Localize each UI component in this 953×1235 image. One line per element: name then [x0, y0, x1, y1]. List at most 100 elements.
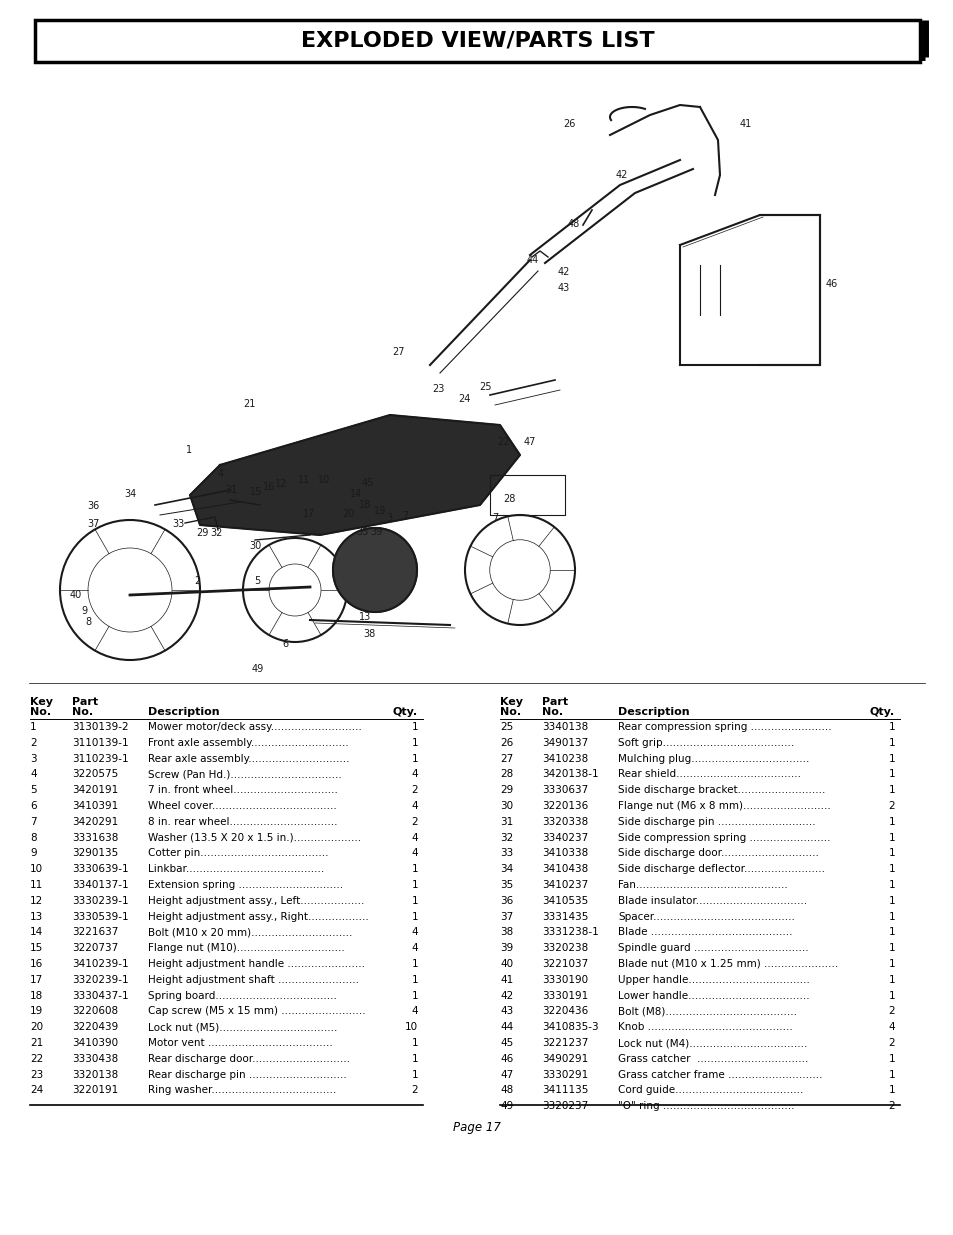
- Text: Washer (13.5 X 20 x 1.5 in.)....................: Washer (13.5 X 20 x 1.5 in.)............…: [148, 832, 361, 842]
- Text: 1: 1: [887, 990, 894, 1000]
- Text: 1: 1: [887, 753, 894, 763]
- Text: 3: 3: [30, 753, 36, 763]
- Text: 3330437-1: 3330437-1: [71, 990, 129, 1000]
- Text: 10: 10: [30, 864, 43, 874]
- Text: Extension spring ...............................: Extension spring .......................…: [148, 881, 343, 890]
- Text: 22: 22: [30, 1053, 43, 1063]
- Text: 25: 25: [478, 382, 491, 391]
- Text: Description: Description: [148, 706, 219, 718]
- Text: 2: 2: [193, 576, 200, 585]
- Text: 26: 26: [499, 737, 513, 748]
- Text: 23: 23: [432, 384, 444, 394]
- Text: 42: 42: [499, 990, 513, 1000]
- Text: No.: No.: [499, 706, 520, 718]
- Text: Lock nut (M4)...................................: Lock nut (M4)...........................…: [618, 1037, 806, 1049]
- Text: 6: 6: [30, 802, 36, 811]
- Text: 21: 21: [243, 399, 255, 409]
- Text: 3220608: 3220608: [71, 1007, 118, 1016]
- Text: No.: No.: [30, 706, 51, 718]
- Text: 37: 37: [499, 911, 513, 921]
- Text: 47: 47: [523, 437, 536, 447]
- Text: 3221237: 3221237: [541, 1037, 588, 1049]
- Text: 4: 4: [218, 469, 224, 479]
- Text: 3220191: 3220191: [71, 1086, 118, 1095]
- Text: 14: 14: [30, 927, 43, 937]
- Text: Height adjustment assy., Left...................: Height adjustment assy., Left...........…: [148, 895, 364, 905]
- Text: 3410237: 3410237: [541, 881, 588, 890]
- Text: 5: 5: [30, 785, 36, 795]
- Text: Rear axle assembly..............................: Rear axle assembly......................…: [148, 753, 349, 763]
- Text: 3410390: 3410390: [71, 1037, 118, 1049]
- Text: Qty.: Qty.: [393, 706, 417, 718]
- Text: 3331638: 3331638: [71, 832, 118, 842]
- Text: 3110139-1: 3110139-1: [71, 737, 129, 748]
- Text: 18: 18: [30, 990, 43, 1000]
- Text: 1: 1: [887, 816, 894, 826]
- Text: 1: 1: [887, 911, 894, 921]
- Text: Side compression spring ........................: Side compression spring ................…: [618, 832, 830, 842]
- Text: Flange nut (M6 x 8 mm)..........................: Flange nut (M6 x 8 mm)..................…: [618, 802, 830, 811]
- Text: 7: 7: [30, 816, 36, 826]
- Text: 1: 1: [411, 911, 417, 921]
- Text: 46: 46: [499, 1053, 513, 1063]
- Text: Grass catcher  .................................: Grass catcher ..........................…: [618, 1053, 807, 1063]
- Text: Bolt (M10 x 20 mm)..............................: Bolt (M10 x 20 mm)......................…: [148, 927, 352, 937]
- Text: 1: 1: [411, 960, 417, 969]
- Text: 1: 1: [887, 1086, 894, 1095]
- Text: 3410438: 3410438: [541, 864, 588, 874]
- Text: 2: 2: [30, 737, 36, 748]
- Text: 35: 35: [355, 527, 368, 537]
- Text: 4: 4: [411, 1007, 417, 1016]
- Text: No.: No.: [71, 706, 93, 718]
- Text: 24: 24: [457, 394, 470, 404]
- Text: 46: 46: [825, 279, 838, 289]
- Text: 23: 23: [30, 1070, 43, 1079]
- Text: 22: 22: [497, 437, 509, 447]
- Text: 3420191: 3420191: [71, 785, 118, 795]
- Text: Spindle guard ..................................: Spindle guard ..........................…: [618, 944, 808, 953]
- Text: 3330539-1: 3330539-1: [71, 911, 129, 921]
- Text: 3331238-1: 3331238-1: [541, 927, 598, 937]
- Text: 1: 1: [411, 974, 417, 984]
- Text: Height adjustment handle .......................: Height adjustment handle ...............…: [148, 960, 365, 969]
- Text: 3330639-1: 3330639-1: [71, 864, 129, 874]
- Text: 1: 1: [887, 1070, 894, 1079]
- Text: 1: 1: [186, 445, 192, 454]
- Text: 4: 4: [411, 802, 417, 811]
- Text: Lower handle....................................: Lower handle............................…: [618, 990, 809, 1000]
- Text: 7: 7: [401, 511, 408, 521]
- Text: 3410239-1: 3410239-1: [71, 960, 129, 969]
- Text: 3110239-1: 3110239-1: [71, 753, 129, 763]
- Text: 1: 1: [887, 974, 894, 984]
- Text: "O" ring .......................................: "O" ring ...............................…: [618, 1102, 794, 1112]
- Text: No.: No.: [541, 706, 562, 718]
- Text: 47: 47: [499, 1070, 513, 1079]
- Text: Height adjustment shaft ........................: Height adjustment shaft ................…: [148, 974, 358, 984]
- Text: 40: 40: [499, 960, 513, 969]
- Text: Rear compression spring ........................: Rear compression spring ................…: [618, 722, 831, 732]
- Text: 3220136: 3220136: [541, 802, 588, 811]
- Text: Knob ...........................................: Knob ...................................…: [618, 1023, 792, 1032]
- Text: 39: 39: [499, 944, 513, 953]
- Text: Side discharge deflector........................: Side discharge deflector................…: [618, 864, 824, 874]
- Text: 3320338: 3320338: [541, 816, 588, 826]
- Text: 1: 1: [887, 944, 894, 953]
- Text: 30: 30: [499, 802, 513, 811]
- Text: Upper handle....................................: Upper handle............................…: [618, 974, 809, 984]
- Text: 10: 10: [404, 1023, 417, 1032]
- Text: 16: 16: [30, 960, 43, 969]
- Text: 2: 2: [411, 816, 417, 826]
- Text: 1: 1: [887, 722, 894, 732]
- Text: 32: 32: [210, 529, 222, 538]
- Text: 1: 1: [887, 848, 894, 858]
- Text: 1: 1: [411, 737, 417, 748]
- Text: 4: 4: [411, 927, 417, 937]
- Text: 29: 29: [195, 529, 208, 538]
- Text: Blade insulator.................................: Blade insulator.........................…: [618, 895, 806, 905]
- Text: 40: 40: [70, 590, 82, 600]
- Text: 3490137: 3490137: [541, 737, 588, 748]
- Text: 44: 44: [526, 254, 538, 266]
- Text: 3331435: 3331435: [541, 911, 588, 921]
- Text: 18: 18: [358, 500, 371, 510]
- Text: 3220436: 3220436: [541, 1007, 588, 1016]
